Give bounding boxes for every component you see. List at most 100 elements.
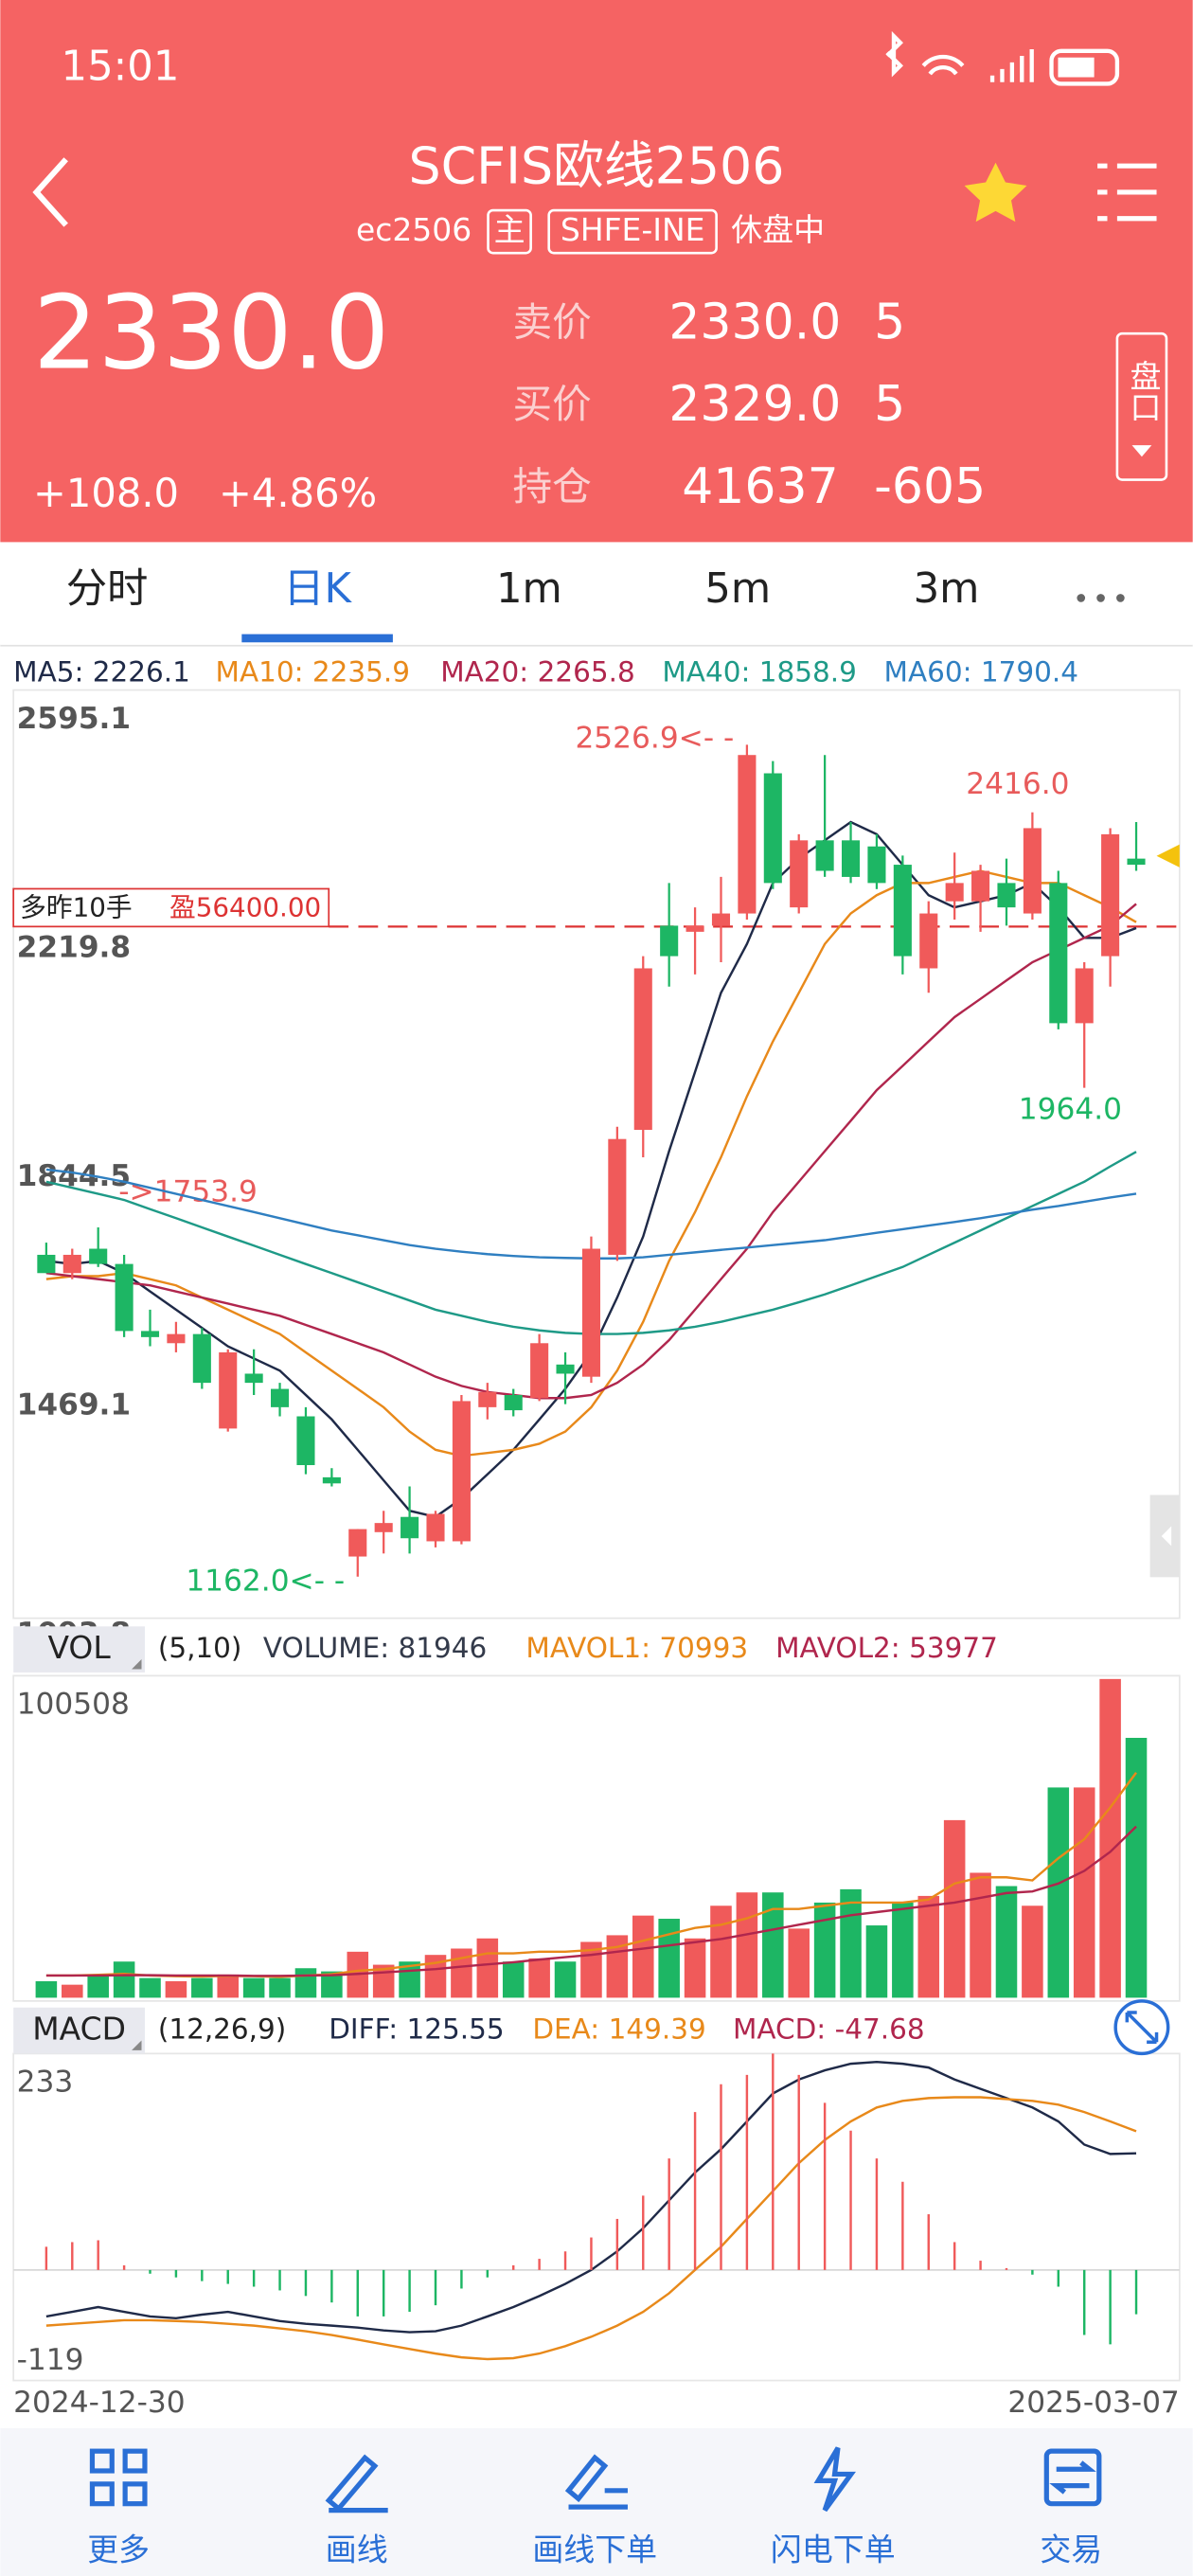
candle-body — [62, 1254, 81, 1274]
candle-body — [504, 1394, 523, 1411]
candle-body — [1101, 833, 1120, 957]
toolbar-item[interactable]: 闪电下单 — [771, 2531, 896, 2567]
indicator-tab — [13, 2007, 145, 2054]
candle-body — [167, 1333, 186, 1344]
more-tabs[interactable] — [1077, 594, 1125, 602]
toolbar-item[interactable]: 更多 — [87, 2531, 150, 2567]
tab[interactable]: 3m — [914, 565, 980, 613]
legend-entry: MAVOL2: 53977 — [775, 1632, 998, 1664]
candle-body — [37, 1254, 56, 1274]
volume-bar — [165, 1980, 187, 1998]
ask-label: 卖价 — [513, 298, 592, 345]
volume-bar — [1099, 1678, 1121, 1998]
y-tick-label: 233 — [17, 2066, 74, 2100]
candle-body — [296, 1416, 315, 1466]
candle-body — [140, 1331, 160, 1337]
indicator-params: (12,26,9) — [158, 2013, 286, 2046]
volume-bar — [502, 1961, 525, 1998]
legend-entry: MAVOL1: 70993 — [525, 1632, 748, 1664]
volume-bar — [294, 1968, 317, 1998]
volume-panel — [12, 1674, 1181, 2002]
ask-size: 5 — [874, 294, 905, 350]
bid-size: 5 — [874, 376, 905, 433]
candle-body — [633, 968, 652, 1131]
exchange-box — [547, 208, 718, 255]
favorite[interactable] — [964, 162, 1027, 223]
y-tick-label: 2219.8 — [17, 930, 131, 964]
volume-bar — [528, 1958, 550, 1998]
position-box — [12, 887, 330, 928]
indicator-line — [45, 2060, 1137, 2334]
expand-icon — [1125, 2011, 1159, 2044]
macd-panel — [12, 2052, 1181, 2382]
annotation: 1162.0<- - — [186, 1565, 345, 1599]
volume-bar — [995, 1886, 1018, 1998]
volume-bar — [424, 1955, 447, 1998]
candle-body — [686, 925, 704, 932]
annotation: ->1753.9 — [118, 1174, 258, 1208]
y-tick-label: 2595.1 — [17, 702, 131, 736]
back-button[interactable] — [32, 157, 68, 227]
volume-bar — [736, 1892, 758, 1998]
clock: 15:01 — [61, 43, 179, 90]
volume-bar — [62, 1984, 83, 1998]
candle-body — [426, 1513, 445, 1542]
volume-bar — [865, 1925, 888, 1998]
volume-bar — [762, 1892, 784, 1998]
annotation: 1964.0 — [1019, 1093, 1122, 1127]
side-button[interactable] — [1115, 331, 1168, 481]
candle-body — [219, 1351, 238, 1429]
y-tick-label: -119 — [17, 2343, 84, 2377]
candle-body — [790, 840, 809, 908]
candle-body — [763, 773, 782, 884]
volume-bar — [321, 1971, 343, 1998]
volume-bar — [451, 1948, 472, 1998]
indicator-params: (5,10) — [158, 1632, 242, 1664]
indicator-title: VOL — [47, 1629, 111, 1666]
expand-button[interactable] — [1113, 1999, 1170, 2056]
candle-body — [374, 1523, 393, 1532]
candle-body — [401, 1516, 419, 1539]
menu[interactable] — [1097, 163, 1157, 222]
volume-bar — [813, 1902, 836, 1998]
volume-bar — [113, 1961, 135, 1998]
candle-body — [841, 840, 861, 877]
position-label: 多昨10手 — [20, 891, 133, 922]
candle-body — [1049, 883, 1068, 1024]
volume-bar — [632, 1915, 654, 1998]
indicator-line — [45, 2096, 1137, 2361]
toolbar-item[interactable]: 画线 — [326, 2531, 388, 2567]
candle-body — [660, 925, 679, 957]
volume-bar — [943, 1819, 966, 1998]
change-pct: +4.86% — [219, 470, 377, 516]
candle-body — [971, 870, 990, 902]
volume-bar — [1125, 1738, 1148, 1998]
oi-change: -605 — [874, 458, 986, 515]
tab-active[interactable]: 日K — [283, 565, 352, 613]
candle-body — [89, 1248, 108, 1264]
volume-bar — [242, 1977, 265, 1998]
drawer-arrow — [1161, 1526, 1172, 1547]
price-marker — [1156, 844, 1180, 868]
candle-body — [244, 1373, 263, 1384]
legend-entry: MA40: 1858.9 — [662, 656, 856, 689]
candle-body — [1075, 968, 1094, 1024]
volume-bar — [554, 1961, 577, 1998]
volume-bar — [269, 1977, 291, 1998]
volume-bar — [191, 1977, 213, 1998]
tab[interactable]: 分时 — [66, 565, 149, 613]
position-profit: 盈56400.00 — [169, 891, 321, 922]
toolbar-item[interactable]: 画线下单 — [532, 2531, 657, 2567]
indicator-line — [45, 1825, 1137, 1977]
candle-body — [581, 1248, 600, 1377]
toolbar-item[interactable]: 交易 — [1040, 2531, 1102, 2567]
tab[interactable]: 1m — [496, 565, 562, 613]
candle-body — [815, 840, 834, 871]
price-panel — [12, 689, 1181, 1619]
indicator-tab — [13, 1626, 145, 1673]
volume-bar — [87, 1975, 109, 1998]
candle-body — [348, 1529, 367, 1557]
market-state: 休盘中 — [731, 211, 825, 248]
volume-bar — [684, 1938, 706, 1998]
tab[interactable]: 5m — [704, 565, 771, 613]
